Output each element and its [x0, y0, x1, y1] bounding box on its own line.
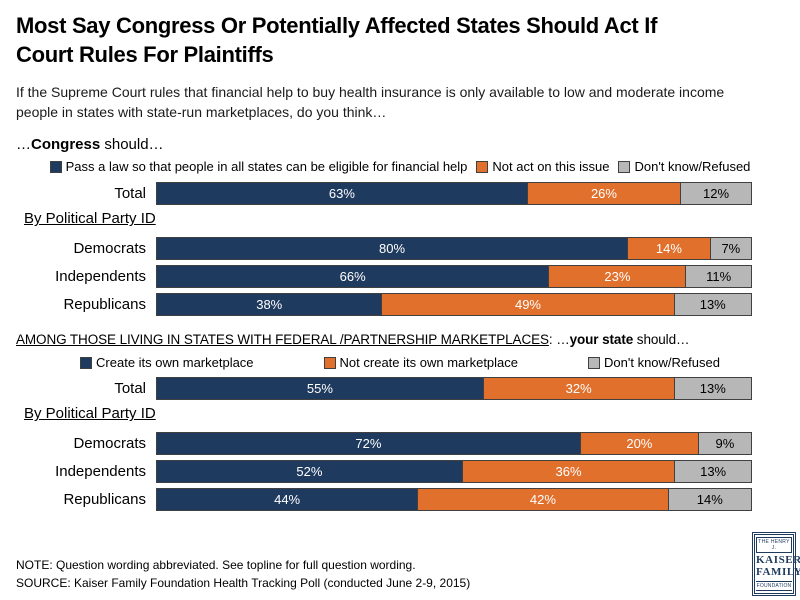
stacked-bar: 55% 32% 13% — [156, 377, 752, 401]
category-label: Democrats — [73, 240, 146, 258]
segment-navy: 63% — [156, 182, 528, 206]
state-question-rest: should… — [633, 332, 690, 348]
segment-orange: 14% — [628, 237, 711, 261]
congress-question: …Congress should… — [16, 136, 784, 153]
stacked-bar: 72% 20% 9% — [156, 432, 752, 456]
segment-orange: 36% — [462, 460, 676, 484]
category-label: Independents — [55, 463, 146, 481]
footnotes: NOTE: Question wording abbreviated. See … — [16, 556, 470, 592]
bar-row-republicans: Republicans 44% 42% 14% — [16, 488, 752, 512]
legend-label: Not create its own marketplace — [339, 355, 519, 371]
stacked-bar: 63% 26% 12% — [156, 182, 752, 206]
legend-label: Don't know/Refused — [604, 355, 720, 371]
bar-row-total: Total 55% 32% 13% — [16, 377, 752, 401]
orange-swatch — [476, 160, 489, 173]
congress-question-rest: should… — [100, 136, 164, 154]
legend-label: Pass a law so that people in all states … — [65, 159, 468, 175]
question-intro: If the Supreme Court rules that financia… — [16, 83, 784, 122]
bar-row-democrats: Democrats 80% 14% 7% — [16, 237, 752, 261]
legend-item: Don't know/Refused — [588, 355, 720, 370]
group-label: By Political Party ID — [24, 210, 156, 228]
navy-swatch — [80, 356, 93, 369]
segment-gray: 9% — [698, 432, 752, 456]
state-question-sep: : … — [548, 332, 570, 348]
kff-logo: THE HENRY J. KAISER FAMILY FOUNDATION — [752, 531, 800, 596]
stacked-bar: 80% 14% 7% — [156, 237, 752, 261]
state-legend: Create its own marketplace Not create its… — [16, 355, 784, 370]
segment-orange: 26% — [527, 182, 682, 206]
page-title-line-2: Court Rules For Plaintiffs — [16, 41, 274, 67]
legend-item: Create its own marketplace — [80, 355, 254, 370]
segment-gray: 13% — [674, 293, 752, 317]
segment-navy: 38% — [156, 293, 383, 317]
category-label: Total — [114, 185, 146, 203]
segment-gray: 7% — [710, 237, 752, 261]
kff-logo-line-1: THE HENRY J. — [756, 536, 792, 553]
congress-question-pre: … — [16, 136, 31, 154]
legend-item: Not create its own marketplace — [323, 355, 519, 371]
bar-row-total: Total 63% 26% 12% — [16, 182, 752, 206]
gray-swatch — [618, 160, 631, 173]
group-label: By Political Party ID — [24, 405, 156, 423]
congress-chart: Total 63% 26% 12% By Political Party ID Democ… — [16, 182, 752, 317]
legend-label: Create its own marketplace — [96, 355, 254, 371]
segment-navy: 52% — [156, 460, 463, 484]
kff-logo-line-4: FOUNDATION — [756, 581, 792, 591]
segment-orange: 42% — [418, 488, 669, 512]
orange-swatch — [323, 356, 336, 369]
segment-navy: 55% — [156, 377, 484, 401]
segment-gray: 11% — [686, 265, 752, 289]
legend-label: Not act on this issue — [492, 159, 610, 175]
legend-label: Don't know/Refused — [634, 159, 751, 175]
source-text: SOURCE: Kaiser Family Foundation Health … — [16, 576, 471, 590]
segment-gray: 13% — [674, 377, 752, 401]
kff-logo-line-3: FAMILY — [756, 566, 800, 579]
congress-legend: Pass a law so that people in all states … — [16, 159, 784, 174]
category-label: Republicans — [63, 296, 146, 314]
bar-row-independents: Independents 66% 23% 11% — [16, 265, 752, 289]
segment-orange: 32% — [483, 377, 675, 401]
page-title-line-1: Most Say Congress Or Potentially Affecte… — [16, 13, 658, 38]
segment-navy: 80% — [156, 237, 629, 261]
kff-logo-line-2: KAISER — [756, 553, 800, 566]
state-question-bold: your state — [569, 332, 634, 348]
legend-item: Pass a law so that people in all states … — [49, 159, 468, 175]
bar-row-republicans: Republicans 38% 49% 13% — [16, 293, 752, 317]
category-label: Total — [114, 380, 146, 398]
segment-gray: 12% — [681, 182, 752, 206]
question-intro-line-2: people in states with state-run marketpl… — [16, 103, 387, 120]
stacked-bar: 38% 49% 13% — [156, 293, 752, 317]
note-text: NOTE: Question wording abbreviated. See … — [16, 558, 416, 572]
segment-orange: 23% — [549, 265, 687, 289]
legend-item: Not act on this issue — [476, 159, 609, 174]
navy-swatch — [49, 160, 62, 173]
bar-row-democrats: Democrats 72% 20% 9% — [16, 432, 752, 456]
segment-navy: 72% — [156, 432, 581, 456]
state-section: AMONG THOSE LIVING IN STATES WITH FEDERA… — [16, 332, 784, 512]
congress-section: …Congress should… Pass a law so that peo… — [16, 136, 784, 317]
state-question-underlined: AMONG THOSE LIVING IN STATES WITH FEDERA… — [16, 332, 549, 348]
category-label: Democrats — [73, 435, 146, 453]
stacked-bar: 52% 36% 13% — [156, 460, 752, 484]
state-question: AMONG THOSE LIVING IN STATES WITH FEDERA… — [16, 332, 784, 347]
legend-item: Don't know/Refused — [618, 159, 750, 174]
category-label: Independents — [55, 268, 146, 286]
gray-swatch — [588, 356, 601, 369]
state-chart: Total 55% 32% 13% By Political Party ID Democ… — [16, 377, 752, 512]
congress-question-bold: Congress — [31, 136, 101, 154]
segment-gray: 13% — [675, 460, 752, 484]
stacked-bar: 44% 42% 14% — [156, 488, 752, 512]
question-intro-line-1: If the Supreme Court rules that financia… — [16, 84, 725, 101]
segment-gray: 14% — [668, 488, 752, 512]
stacked-bar: 66% 23% 11% — [156, 265, 752, 289]
category-label: Republicans — [63, 491, 146, 509]
segment-navy: 44% — [156, 488, 419, 512]
bar-row-independents: Independents 52% 36% 13% — [16, 460, 752, 484]
segment-orange: 49% — [382, 293, 675, 317]
segment-navy: 66% — [156, 265, 550, 289]
segment-orange: 20% — [580, 432, 699, 456]
page-title: Most Say Congress Or Potentially Affecte… — [16, 12, 784, 69]
